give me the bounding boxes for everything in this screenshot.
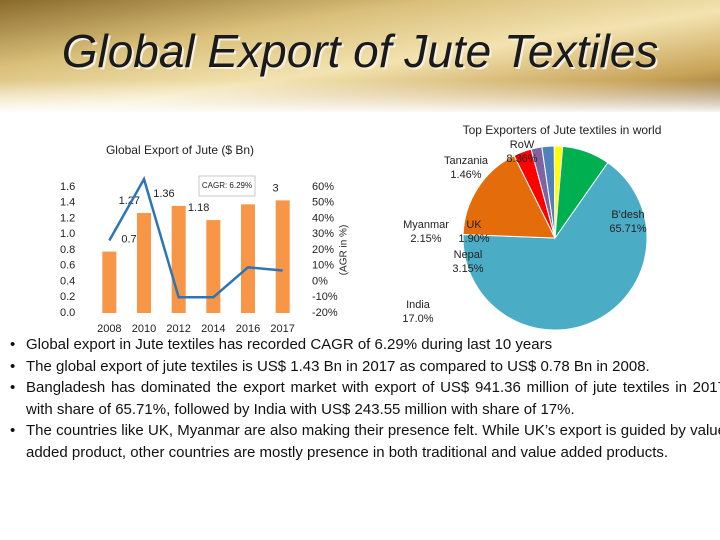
slice-label: UK 1.90%	[458, 219, 489, 245]
y-tick-label: 0.0	[60, 307, 75, 319]
slide-title: Global Export of Jute Textiles	[62, 25, 659, 77]
y2-tick-label: -10%	[312, 291, 338, 303]
bullet: The global export of jute textiles is US…	[10, 356, 720, 378]
bar	[206, 220, 221, 313]
x-tick-label: 2016	[236, 323, 260, 335]
data-label: 1.36	[153, 188, 174, 200]
y-tick-label: 1.2	[60, 212, 75, 224]
y-tick-label: 1.6	[60, 181, 75, 193]
annotation: CAGR: 6.29%	[198, 175, 256, 197]
data-label: 3	[273, 182, 279, 194]
slice-label: Nepal 3.15%	[452, 249, 483, 275]
slice-value: 1.46%	[450, 169, 481, 181]
chart-title: Top Exporters of Jute textiles in world	[463, 123, 662, 137]
slice-label: Tanzania 1.46%	[444, 155, 489, 181]
y-tick-label: 0.6	[60, 260, 75, 272]
slice-label: B'desh 65.71%	[609, 209, 647, 235]
y-tick-label: 1.4	[60, 197, 75, 209]
slice-value: 65.71%	[609, 223, 647, 235]
slice-name: RoW	[510, 139, 535, 151]
x-tick-label: 2008	[97, 323, 121, 335]
line	[108, 175, 283, 299]
slice-label: India 17.0%	[402, 299, 433, 325]
annotation-box	[198, 175, 256, 197]
y2-tick-label: 0%	[312, 275, 328, 287]
bar	[137, 212, 151, 313]
annotation-text: CAGR: 6.29%	[202, 181, 252, 190]
data-label: 1.18	[188, 202, 209, 214]
bullet: The countries like UK, Myanmar are also …	[10, 420, 720, 463]
slice-name: Nepal	[454, 249, 483, 261]
bullet: Global export in Jute textiles has recor…	[10, 334, 720, 356]
y-tick-label: 0.8	[60, 244, 75, 256]
banner-fade	[0, 80, 720, 114]
y2-axis-label: (AGR in %)	[339, 225, 350, 276]
bullet-list: Global export in Jute textiles has recor…	[8, 334, 720, 463]
y2-tick-label: 10%	[312, 260, 334, 272]
slice-value: 3.15%	[452, 263, 483, 275]
pie-slice	[462, 154, 556, 239]
bar	[241, 204, 255, 313]
slice-name: UK	[466, 219, 482, 231]
y2-tick-label: -20%	[312, 307, 338, 319]
y2-tick-label: 30%	[312, 228, 334, 240]
bar	[102, 251, 117, 313]
slice-value: 1.90%	[458, 233, 489, 245]
pie-slice	[554, 145, 609, 240]
slice-label: Myanmar 2.15%	[403, 219, 449, 245]
y-tick-label: 1.0	[60, 228, 75, 240]
bar	[275, 200, 290, 313]
slice-name: B'desh	[611, 209, 644, 221]
slice-name: Myanmar	[403, 219, 449, 231]
y2-tick-label: 20%	[312, 244, 334, 256]
x-tick-label: 2012	[166, 323, 190, 335]
bullet: Bangladesh has dominated the export mark…	[10, 377, 720, 420]
slice-value: 8.36%	[506, 153, 537, 165]
y-tick-label: 0.4	[60, 275, 75, 287]
slice-value: 2.15%	[410, 233, 441, 245]
x-tick-label: 2017	[270, 323, 294, 335]
title-shadow: Global Export of Jute Textiles	[64, 27, 661, 79]
pie-slice	[462, 161, 648, 331]
y-tick-label: 0.2	[60, 291, 75, 303]
slice-name: Tanzania	[444, 155, 489, 167]
y2-tick-label: 40%	[312, 212, 334, 224]
x-tick-label: 2010	[132, 323, 156, 335]
chart-title: Global Export of Jute ($ Bn)	[106, 143, 254, 157]
x-tick-label: 2014	[201, 323, 225, 335]
y2-tick-label: 60%	[312, 181, 334, 193]
slice-label: RoW 8.36%	[506, 139, 537, 165]
slice-name: India	[406, 299, 431, 311]
y2-tick-label: 50%	[312, 197, 334, 209]
slice-value: 17.0%	[402, 313, 433, 325]
